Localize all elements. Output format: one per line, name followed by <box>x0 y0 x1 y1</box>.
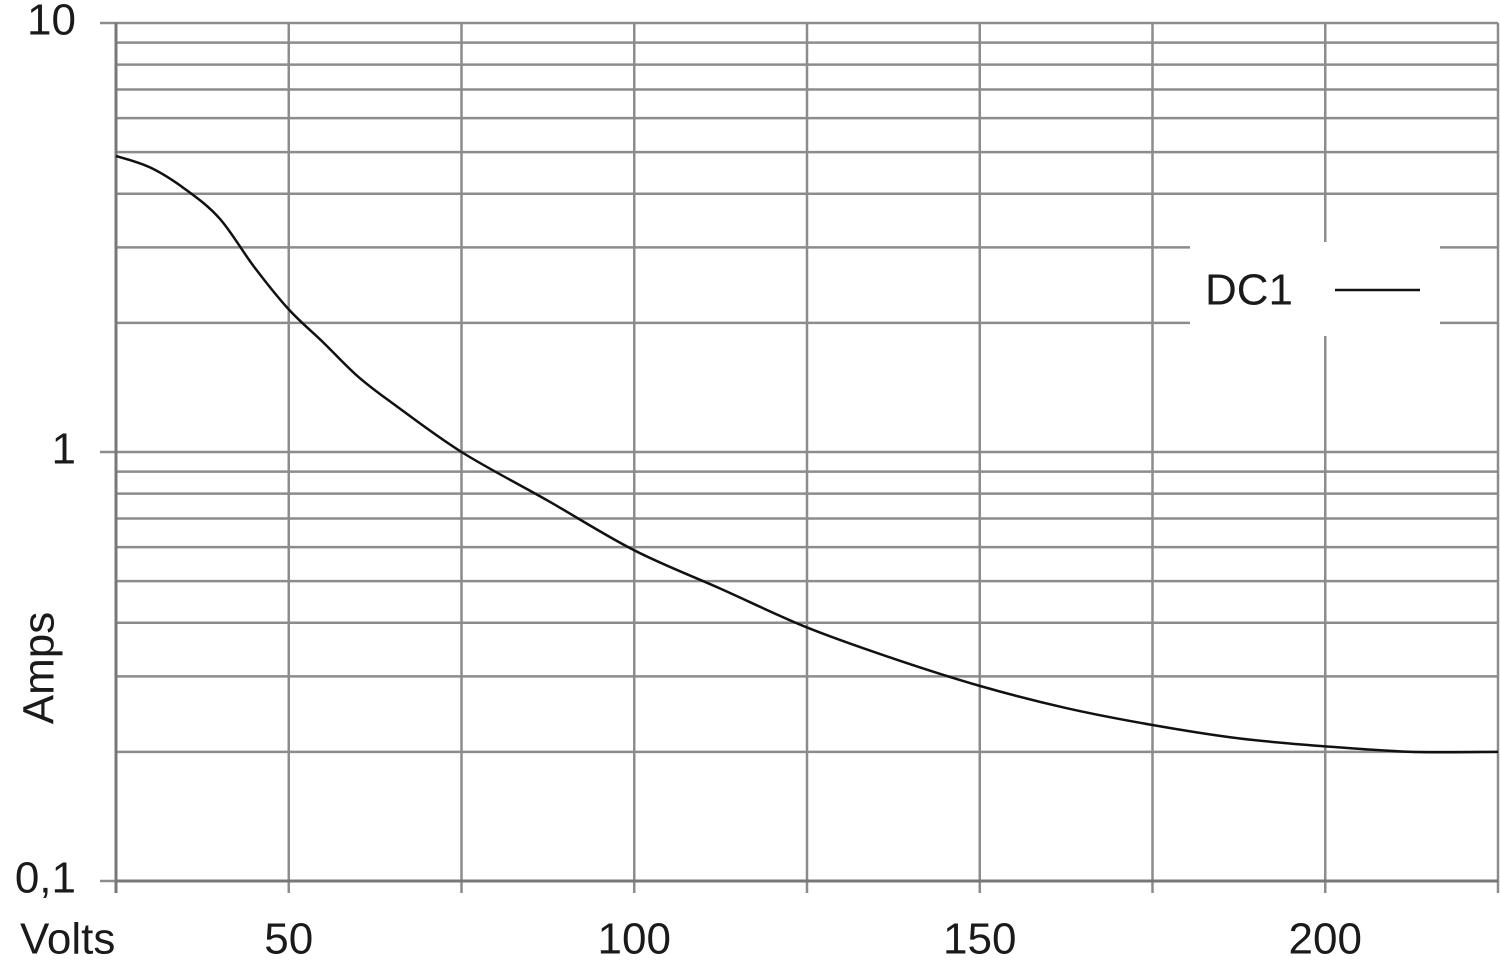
y-tick-label: 0,1 <box>15 854 76 903</box>
y-tick-label: 10 <box>27 0 76 45</box>
legend-label: DC1 <box>1205 266 1293 315</box>
data-line <box>115 154 1499 754</box>
x-axis-label: Volts <box>20 915 115 964</box>
x-tick-label: 200 <box>1289 915 1362 964</box>
y-tick-label: 1 <box>52 425 76 474</box>
y-axis-label: Amps <box>15 612 64 724</box>
x-tick-label: 100 <box>598 915 671 964</box>
x-tick-label: 50 <box>264 915 313 964</box>
x-tick-label: 150 <box>943 915 1016 964</box>
